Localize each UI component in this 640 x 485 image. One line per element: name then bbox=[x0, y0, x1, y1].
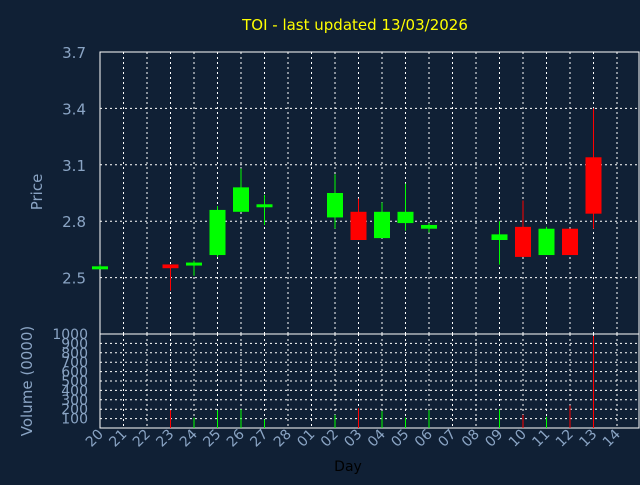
price-tick-label: 3.7 bbox=[62, 44, 86, 62]
price-tick-label: 3.4 bbox=[62, 100, 86, 118]
volume-tick-label: 700 bbox=[61, 355, 88, 371]
day-axis-label: Day bbox=[334, 459, 362, 475]
candle-body bbox=[92, 266, 108, 270]
candle-body bbox=[256, 204, 273, 208]
volume-tick-label: 300 bbox=[61, 393, 88, 409]
candle-body bbox=[585, 157, 602, 214]
chart-title: TOI - last updated 13/03/2026 bbox=[241, 16, 468, 34]
candle-body bbox=[562, 228, 578, 256]
volume-axis-label: Volume (0000) bbox=[18, 326, 36, 436]
price-y-ticks: 2.5 2.8 3.1 3.4 3.7 bbox=[62, 44, 86, 288]
volume-series bbox=[170, 335, 594, 428]
volume-grid bbox=[99, 333, 640, 429]
price-axis-label: Price bbox=[28, 174, 46, 211]
price-tick-label: 2.5 bbox=[62, 270, 86, 288]
candle-body bbox=[209, 209, 226, 256]
candle-body bbox=[162, 264, 179, 269]
volume-tick-label: 100 bbox=[61, 412, 88, 428]
volume-tick-label: 1000 bbox=[52, 327, 88, 343]
candle-body bbox=[491, 234, 508, 240]
candle-body bbox=[186, 262, 202, 266]
price-tick-label: 3.1 bbox=[62, 157, 86, 175]
volume-tick-label: 500 bbox=[61, 374, 88, 390]
volume-tick-label: 200 bbox=[61, 402, 88, 418]
price-tick-label: 2.8 bbox=[62, 213, 86, 231]
volume-tick-label: 400 bbox=[61, 383, 88, 399]
candle-body bbox=[327, 193, 343, 218]
volume-tick-label: 900 bbox=[61, 336, 88, 352]
volume-tick-label: 800 bbox=[61, 346, 88, 362]
candle-body bbox=[374, 211, 390, 239]
candle-body bbox=[233, 187, 249, 212]
day-x-ticks: 20 21 22 23 24 25 26 27 28 01 02 03 04 05 06 07 08 09 10 11… bbox=[83, 426, 624, 450]
candlestick-series bbox=[92, 108, 602, 291]
candle-body bbox=[538, 228, 555, 256]
candle-body bbox=[421, 224, 437, 229]
candle-body bbox=[350, 211, 367, 240]
candle-body bbox=[515, 226, 531, 257]
candle-body bbox=[397, 211, 414, 224]
volume-tick-label: 600 bbox=[61, 365, 88, 381]
